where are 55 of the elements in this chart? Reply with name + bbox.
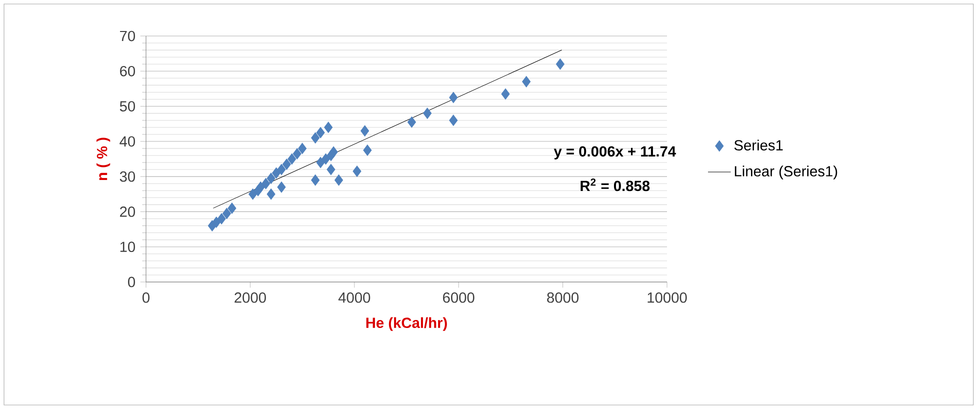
point [352,166,362,177]
point [522,76,531,88]
point [212,216,221,228]
point [256,182,265,193]
x-axis-title: He (kCal/hr) [366,317,447,331]
x-tick-label: 4000 [338,292,370,303]
point [311,174,320,186]
x-tick-label: 10000 [648,292,687,303]
x-tick-label: 6000 [443,292,474,303]
point [423,108,432,119]
point [277,182,286,193]
y-tick-label: 30 [120,171,136,182]
point [329,146,338,158]
y-tick-label: 40 [120,136,136,147]
point [556,58,564,70]
point [277,164,286,176]
point [321,153,330,165]
point [222,208,232,220]
point [248,188,258,200]
y-tick-label: 20 [120,206,136,217]
y-tick-label: 60 [120,66,136,76]
x-tick-label: 2000 [234,292,266,303]
point [334,174,344,186]
legend-label: Linear (Series1) [734,166,838,180]
x-tick-label: 0 [142,292,150,303]
point [311,132,320,144]
point [316,127,325,138]
point [282,158,291,170]
y-tick-label: 10 [120,242,136,252]
x-tick-label: 8000 [547,292,579,303]
point [316,156,325,168]
point [292,148,302,160]
annotation: R$^{2}$ = 0.858 [580,178,650,192]
point [266,188,276,200]
point [501,88,510,100]
point [326,164,336,176]
point [262,178,270,190]
point [449,114,458,126]
y-tick-label: 50 [120,101,136,112]
point [363,144,372,156]
point [288,153,296,165]
point [407,116,416,128]
y-tick-label: 0 [128,276,136,288]
point [360,125,370,136]
point [266,172,276,184]
point [298,142,307,154]
point [228,202,236,214]
point [272,167,281,179]
annotation: y = 0.006x + 11.74 [554,146,676,160]
point [324,122,333,133]
legend-label: Series1 [734,140,783,150]
point [449,92,458,104]
point [217,213,226,224]
y-axis-title: n ( % ) [96,138,110,180]
y-tick-label: 70 [120,30,136,42]
